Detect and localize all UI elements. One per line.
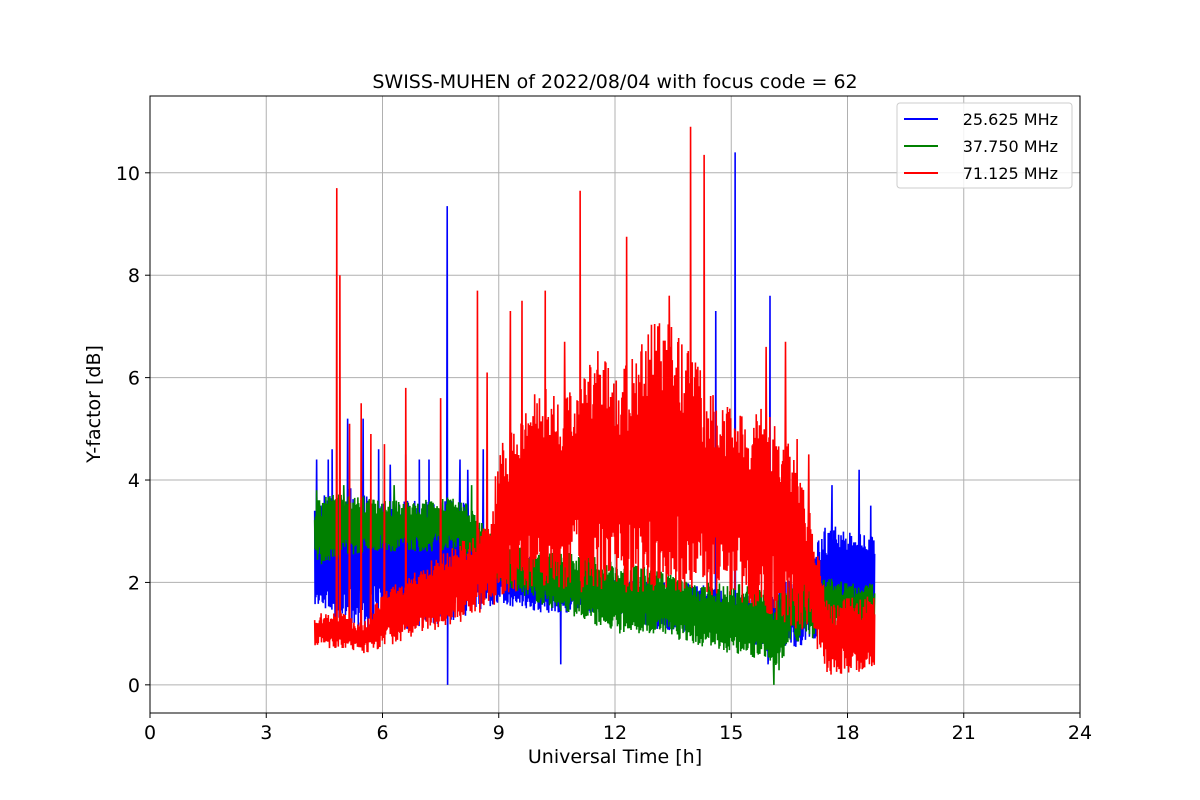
x-tick-label: 6 <box>376 722 388 744</box>
series-line <box>313 126 876 675</box>
x-axis-label: Universal Time [h] <box>528 746 702 768</box>
y-tick-label: 10 <box>116 163 140 185</box>
x-tick-label: 9 <box>493 722 505 744</box>
series-layer <box>313 126 876 685</box>
x-tick-label: 21 <box>952 722 976 744</box>
x-tick-label: 0 <box>144 722 156 744</box>
x-tick-label: 15 <box>719 722 743 744</box>
y-axis-label: Y-factor [dB] <box>83 345 105 464</box>
legend-label: 25.625 MHz <box>963 110 1058 129</box>
y-tick-label: 6 <box>128 368 140 390</box>
x-axis: 0 3 6 9 12 15 18 21 24 <box>144 713 1092 744</box>
y-axis: 0 2 4 6 8 10 <box>116 163 150 697</box>
x-tick-label: 18 <box>835 722 859 744</box>
chart-title: SWISS-MUHEN of 2022/08/04 with focus cod… <box>372 71 857 93</box>
y-tick-label: 2 <box>128 572 140 594</box>
legend-label: 71.125 MHz <box>963 164 1058 183</box>
y-tick-label: 0 <box>128 675 140 697</box>
y-tick-label: 8 <box>128 265 140 287</box>
x-tick-label: 24 <box>1068 722 1092 744</box>
legend: 25.625 MHz 37.750 MHz 71.125 MHz <box>896 102 1073 189</box>
series-line <box>313 485 876 685</box>
legend-box <box>896 102 1073 189</box>
x-tick-label: 3 <box>260 722 272 744</box>
legend-label: 37.750 MHz <box>963 137 1058 156</box>
x-tick-label: 12 <box>603 722 627 744</box>
y-tick-label: 4 <box>128 470 140 492</box>
